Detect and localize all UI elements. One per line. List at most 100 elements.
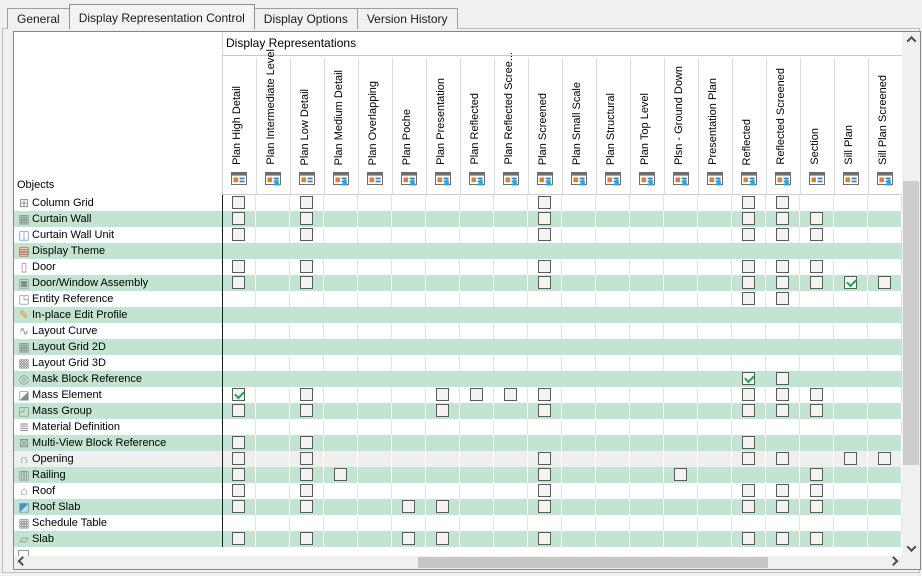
checkbox-opening-reflected[interactable] xyxy=(742,452,755,465)
checkbox-mass-group-reflected-screened[interactable] xyxy=(776,404,789,417)
checkbox-door-section[interactable] xyxy=(810,260,823,273)
checkbox-roof-slab-plan-low-detail[interactable] xyxy=(300,500,313,513)
checkbox-curtain-wall-section[interactable] xyxy=(810,212,823,225)
object-row-multi-view-block-reference[interactable]: ⊠ Multi-View Block Reference xyxy=(14,435,222,451)
object-row-slab[interactable]: ▱ Slab xyxy=(14,531,222,547)
checkbox-railing-plan-screened[interactable] xyxy=(538,468,551,481)
horizontal-scrollbar[interactable] xyxy=(14,556,902,569)
checkbox-entity-reference-reflected[interactable] xyxy=(742,292,755,305)
checkbox-mass-element-plan-reflected[interactable] xyxy=(470,388,483,401)
checkbox-door-window-assembly-reflected[interactable] xyxy=(742,276,755,289)
checkbox-curtain-wall-unit-plan-low-detail[interactable] xyxy=(300,228,313,241)
checkbox-roof-reflected[interactable] xyxy=(742,484,755,497)
checkbox-slab-plan-high-detail[interactable] xyxy=(232,532,245,545)
checkbox-door-reflected-screened[interactable] xyxy=(776,260,789,273)
checkbox-opening-plan-high-detail[interactable] xyxy=(232,452,245,465)
checkbox-door-window-assembly-sill-plan-screened[interactable] xyxy=(878,276,891,289)
checkbox-mask-block-reference-reflected-screened[interactable] xyxy=(776,372,789,385)
object-row-curtain-wall[interactable]: ▦ Curtain Wall xyxy=(14,211,222,227)
object-row-column-grid[interactable]: ⊞ Column Grid xyxy=(14,195,222,211)
object-row-entity-reference[interactable]: ◳ Entity Reference xyxy=(14,291,222,307)
checkbox-railing-plan-low-detail[interactable] xyxy=(300,468,313,481)
checkbox-slab-plan-presentation[interactable] xyxy=(436,532,449,545)
checkbox-multi-view-block-reference-plan-low-detail[interactable] xyxy=(300,436,313,449)
checkbox-roof-reflected-screened[interactable] xyxy=(776,484,789,497)
checkbox-mass-group-plan-presentation[interactable] xyxy=(436,404,449,417)
checkbox-door-window-assembly-reflected-screened[interactable] xyxy=(776,276,789,289)
checkbox-curtain-wall-unit-plan-high-detail[interactable] xyxy=(232,228,245,241)
checkbox-door-window-assembly-plan-screened[interactable] xyxy=(538,276,551,289)
checkbox-curtain-wall-reflected-screened[interactable] xyxy=(776,212,789,225)
checkbox-slab-reflected-screened[interactable] xyxy=(776,532,789,545)
checkbox-opening-reflected-screened[interactable] xyxy=(776,452,789,465)
checkbox-mass-group-plan-high-detail[interactable] xyxy=(232,404,245,417)
checkbox-curtain-wall-unit-reflected-screened[interactable] xyxy=(776,228,789,241)
checkbox-mass-group-plan-screened[interactable] xyxy=(538,404,551,417)
object-row-in-place-edit-profile[interactable]: ✎ In-place Edit Profile xyxy=(14,307,222,323)
checkbox-column-grid-reflected-screened[interactable] xyxy=(776,196,789,209)
checkbox-mask-block-reference-reflected[interactable] xyxy=(742,372,755,385)
checkbox-multi-view-block-reference-reflected[interactable] xyxy=(742,436,755,449)
checkbox-opening-plan-low-detail[interactable] xyxy=(300,452,313,465)
checkbox-mass-element-plan-high-detail[interactable] xyxy=(232,388,245,401)
scroll-down-button[interactable] xyxy=(902,541,920,556)
checkbox-entity-reference-reflected-screened[interactable] xyxy=(776,292,789,305)
checkbox-door-plan-screened[interactable] xyxy=(538,260,551,273)
checkbox-opening-sill-plan-screened[interactable] xyxy=(878,452,891,465)
object-row-roof[interactable]: ⌂ Roof xyxy=(14,483,222,499)
tab-display-options[interactable]: Display Options xyxy=(253,8,358,29)
object-row-door-window-assembly[interactable]: ▣ Door/Window Assembly xyxy=(14,275,222,291)
checkbox-curtain-wall-plan-low-detail[interactable] xyxy=(300,212,313,225)
checkbox-column-grid-plan-high-detail[interactable] xyxy=(232,196,245,209)
checkbox-mass-element-reflected-screened[interactable] xyxy=(776,388,789,401)
tab-general[interactable]: General xyxy=(7,8,70,29)
checkbox-curtain-wall-unit-plan-screened[interactable] xyxy=(538,228,551,241)
scroll-up-button[interactable] xyxy=(902,32,920,47)
object-row-schedule-table[interactable]: ▦ Schedule Table xyxy=(14,515,222,531)
horizontal-scrollbar-thumb[interactable] xyxy=(418,557,768,568)
vertical-scrollbar[interactable] xyxy=(902,32,920,556)
checkbox-roof-plan-high-detail[interactable] xyxy=(232,484,245,497)
vertical-scrollbar-thumb[interactable] xyxy=(903,181,919,465)
checkbox-roof-slab-plan-poche[interactable] xyxy=(402,500,415,513)
checkbox-roof-slab-reflected-screened[interactable] xyxy=(776,500,789,513)
tab-display-representation-control[interactable]: Display Representation Control xyxy=(68,4,255,29)
checkbox-mass-element-reflected[interactable] xyxy=(742,388,755,401)
checkbox-slab-plan-low-detail[interactable] xyxy=(300,532,313,545)
checkbox-railing-section[interactable] xyxy=(810,468,823,481)
checkbox-roof-section[interactable] xyxy=(810,484,823,497)
object-row-mass-element[interactable]: ◪ Mass Element xyxy=(14,387,222,403)
object-row-mask-block-reference[interactable]: ◎ Mask Block Reference xyxy=(14,371,222,387)
checkbox-opening-plan-screened[interactable] xyxy=(538,452,551,465)
checkbox-mass-element-section[interactable] xyxy=(810,388,823,401)
checkbox-curtain-wall-plan-high-detail[interactable] xyxy=(232,212,245,225)
checkbox-door-window-assembly-plan-low-detail[interactable] xyxy=(300,276,313,289)
checkbox-column-grid-plan-low-detail[interactable] xyxy=(300,196,313,209)
checkbox-curtain-wall-unit-reflected[interactable] xyxy=(742,228,755,241)
checkbox-door-window-assembly-section[interactable] xyxy=(810,276,823,289)
checkbox-railing-plan-high-detail[interactable] xyxy=(232,468,245,481)
scroll-right-button[interactable] xyxy=(885,556,902,569)
checkbox-curtain-wall-plan-screened[interactable] xyxy=(538,212,551,225)
object-row-roof-slab[interactable]: ◩ Roof Slab xyxy=(14,499,222,515)
checkbox-mass-group-plan-low-detail[interactable] xyxy=(300,404,313,417)
checkbox-roof-slab-plan-high-detail[interactable] xyxy=(232,500,245,513)
tab-version-history[interactable]: Version History xyxy=(356,8,458,29)
checkbox-roof-slab-section[interactable] xyxy=(810,500,823,513)
object-row-railing[interactable]: ▥ Railing xyxy=(14,467,222,483)
checkbox-slab-plan-screened[interactable] xyxy=(538,532,551,545)
object-row-material-definition[interactable]: ≣ Material Definition xyxy=(14,419,222,435)
checkbox-railing-plan-medium-detail[interactable] xyxy=(334,468,347,481)
object-row-layout-grid-2d[interactable]: ▦ Layout Grid 2D xyxy=(14,339,222,355)
checkbox-roof-plan-screened[interactable] xyxy=(538,484,551,497)
object-row-display-theme[interactable]: ▤ Display Theme xyxy=(14,243,222,259)
checkbox-slab-section[interactable] xyxy=(810,532,823,545)
checkbox-roof-slab-plan-presentation[interactable] xyxy=(436,500,449,513)
object-row-door[interactable]: ▯ Door xyxy=(14,259,222,275)
checkbox-door-window-assembly-sill-plan[interactable] xyxy=(844,276,857,289)
checkbox-mass-element-plan-reflected-scree[interactable] xyxy=(504,388,517,401)
checkbox-column-grid-plan-screened[interactable] xyxy=(538,196,551,209)
object-row-layout-grid-3d[interactable]: ▩ Layout Grid 3D xyxy=(14,355,222,371)
checkbox-mass-element-plan-low-detail[interactable] xyxy=(300,388,313,401)
checkbox-mass-group-reflected[interactable] xyxy=(742,404,755,417)
